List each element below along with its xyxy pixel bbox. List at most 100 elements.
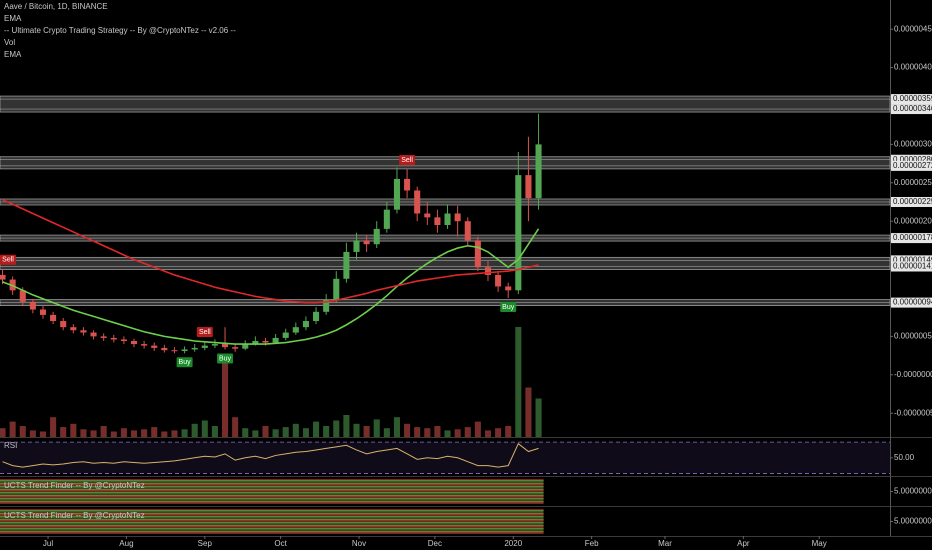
zone-label: 0.00000149 bbox=[893, 255, 932, 264]
volume-bar bbox=[302, 428, 309, 437]
x-tick-label: Mar bbox=[658, 539, 672, 548]
candle-body bbox=[313, 311, 320, 322]
candle-body bbox=[474, 240, 481, 268]
volume-bar bbox=[393, 417, 400, 437]
volume-bar bbox=[282, 427, 289, 437]
volume-bar bbox=[272, 429, 279, 437]
rsi-band-fill bbox=[0, 442, 890, 474]
trend-pane-title: UCTS Trend Finder -- By @CryptoNTez bbox=[4, 481, 145, 490]
candle-body bbox=[201, 345, 208, 348]
zone-label: 0.00000280 bbox=[893, 155, 932, 164]
buy-signal bbox=[217, 353, 234, 364]
trend-stripes bbox=[0, 509, 544, 534]
candle-body bbox=[120, 339, 127, 341]
x-tick-label: May bbox=[812, 539, 827, 548]
volume-bar bbox=[0, 428, 6, 437]
sell-signal bbox=[0, 254, 16, 265]
legend-entry: Vol bbox=[4, 38, 15, 47]
zone-label-box bbox=[891, 154, 932, 165]
candle-body bbox=[211, 344, 218, 346]
y-tick-label: -0.00000050 bbox=[894, 408, 932, 417]
candle-body bbox=[50, 314, 57, 322]
volume-bar bbox=[171, 430, 178, 437]
candle-body bbox=[0, 274, 6, 280]
volume-bar bbox=[383, 428, 390, 437]
ema-line bbox=[2, 198, 539, 304]
x-tick-label: Oct bbox=[274, 539, 287, 548]
x-tick-label: Sep bbox=[198, 539, 213, 548]
y-tick-label: 50.00 bbox=[894, 453, 915, 462]
volume-bar bbox=[201, 420, 208, 437]
volume-bar bbox=[161, 431, 168, 437]
candle-body bbox=[29, 301, 36, 310]
candle-body bbox=[282, 332, 289, 338]
volume-bar bbox=[373, 419, 380, 437]
x-tick-label: Nov bbox=[352, 539, 366, 548]
zone-label: 0.00000359 bbox=[893, 94, 932, 103]
candle-body bbox=[323, 299, 330, 312]
candle-body bbox=[221, 344, 229, 348]
candle-body bbox=[80, 330, 87, 333]
volume-bar bbox=[29, 430, 36, 437]
volume-bar bbox=[60, 427, 67, 437]
volume-bar bbox=[100, 426, 107, 437]
zone-label-box bbox=[891, 255, 932, 266]
volume-bar bbox=[50, 417, 57, 437]
volume-bar bbox=[505, 426, 512, 437]
candle-body bbox=[39, 309, 47, 315]
candle-body bbox=[404, 178, 411, 191]
volume-bar bbox=[484, 430, 492, 437]
candle-body bbox=[373, 228, 380, 245]
zone-label-box bbox=[891, 261, 932, 272]
candle-body bbox=[343, 251, 350, 279]
candle-body bbox=[19, 290, 26, 302]
sell-signal bbox=[196, 326, 213, 337]
signal-label: Buy bbox=[502, 304, 515, 311]
zone-label: 0.00000094 bbox=[893, 298, 932, 307]
signal-label: Buy bbox=[179, 359, 192, 366]
volume-bar bbox=[313, 421, 320, 437]
candle-body bbox=[151, 345, 158, 348]
sell-signal bbox=[399, 154, 416, 165]
signal-label: Sell bbox=[401, 157, 413, 164]
ema-line bbox=[2, 228, 540, 345]
volume-bar bbox=[535, 398, 542, 437]
candle-body bbox=[353, 240, 360, 252]
x-tick-label: Feb bbox=[585, 539, 599, 548]
buy-signal bbox=[176, 357, 193, 368]
trend-stripes bbox=[0, 479, 544, 504]
volume-bar bbox=[70, 423, 77, 437]
volume-bar bbox=[434, 426, 441, 437]
trend-pane-title: UCTS Trend Finder -- By @CryptoNTez bbox=[4, 511, 145, 520]
candle-body bbox=[495, 274, 502, 287]
candle-body bbox=[292, 327, 299, 333]
zone-label: 0.00000272 bbox=[893, 161, 932, 170]
candle-body bbox=[424, 213, 431, 218]
candle-body bbox=[272, 337, 279, 343]
zone-label-box bbox=[891, 297, 932, 308]
zone-band bbox=[0, 156, 891, 170]
candle-body bbox=[181, 349, 188, 351]
volume-bar bbox=[525, 387, 532, 437]
volume-bar bbox=[353, 423, 360, 437]
volume-bar bbox=[262, 426, 269, 437]
volume-bar bbox=[495, 428, 502, 437]
volume-bar bbox=[110, 431, 117, 437]
zone-label-box bbox=[891, 94, 932, 105]
candle-body bbox=[262, 340, 269, 343]
candle-body bbox=[333, 278, 340, 300]
volume-bar bbox=[9, 421, 16, 437]
x-tick-label: Jul bbox=[43, 539, 53, 548]
volume-bar bbox=[90, 430, 97, 437]
candle-body bbox=[484, 267, 492, 275]
candle-body bbox=[70, 327, 77, 331]
candle-body bbox=[444, 213, 451, 226]
volume-bar bbox=[242, 428, 249, 437]
y-tick-label: -0.00000000 bbox=[894, 370, 932, 379]
candle-body bbox=[363, 240, 370, 245]
candle-body bbox=[393, 178, 400, 210]
candle-body bbox=[515, 175, 522, 291]
x-tick-label: 2020 bbox=[504, 539, 522, 548]
